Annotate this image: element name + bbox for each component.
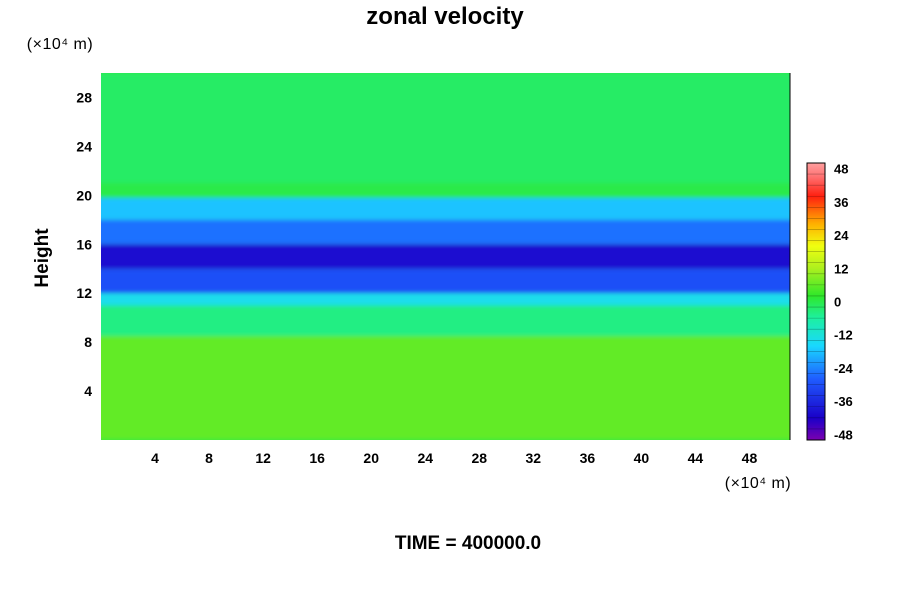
x-unit-label: (×10⁴ m) xyxy=(725,475,791,492)
x-tick-label: 32 xyxy=(526,450,542,466)
heatmap-bands xyxy=(101,73,790,440)
y-axis-label: Height xyxy=(32,228,53,288)
colorbar-tick-label: -36 xyxy=(834,394,853,409)
x-tick-label: 40 xyxy=(634,450,650,466)
x-tick-label: 4 xyxy=(151,450,159,466)
colorbar-level-lines xyxy=(807,173,825,430)
y-tick-label: 12 xyxy=(76,285,92,301)
colorbar-tick-label: 36 xyxy=(834,195,848,210)
colorbar-tick-label: -12 xyxy=(834,328,853,343)
colorbar-tick-label: 48 xyxy=(834,162,848,177)
heatmap-band-8 xyxy=(101,73,790,184)
heatmap-band-0 xyxy=(101,336,790,440)
y-unit-label: (×10⁴ m) xyxy=(27,36,93,53)
colorbar-tick-label: 0 xyxy=(834,295,841,310)
y-tick-label: 24 xyxy=(76,138,92,154)
colorbar xyxy=(806,162,826,441)
x-tick-label: 12 xyxy=(255,450,271,466)
x-tick-label: 8 xyxy=(205,450,213,466)
x-tick-label: 28 xyxy=(471,450,487,466)
x-tick-label: 24 xyxy=(417,450,433,466)
heatmap-band-6 xyxy=(101,197,790,220)
x-tick-label: 16 xyxy=(309,450,325,466)
heatmap-band-4 xyxy=(101,244,790,269)
heatmap-band-7 xyxy=(101,183,790,198)
colorbar-tick-labels: 48 36 24 12 0 -12 -24 -36 -48 xyxy=(834,162,854,443)
y-tick-label: 28 xyxy=(76,89,92,105)
x-tick-label: 48 xyxy=(742,450,758,466)
colorbar-tick-label: -48 xyxy=(834,427,853,442)
heatmap-band-1 xyxy=(101,305,790,337)
heatmap-band-3 xyxy=(101,268,790,294)
y-tick-label: 16 xyxy=(76,236,92,252)
y-tick-label: 20 xyxy=(76,187,92,203)
x-tick-label: 20 xyxy=(363,450,379,466)
heatmap-band-5 xyxy=(101,219,790,245)
chart-title: zonal velocity xyxy=(366,3,524,30)
colorbar-tick-label: 24 xyxy=(834,228,849,243)
colorbar-tick-label: -24 xyxy=(834,361,854,376)
heatmap-field xyxy=(101,73,790,440)
y-tick-labels: 4 8 12 16 20 24 28 xyxy=(76,89,92,399)
x-tick-labels: 4 8 12 16 20 24 28 32 36 40 44 48 xyxy=(151,450,757,466)
y-tick-label: 8 xyxy=(84,334,92,350)
heatmap-band-2 xyxy=(101,293,790,306)
x-tick-label: 36 xyxy=(580,450,596,466)
colorbar-tick-label: 12 xyxy=(834,261,848,276)
x-tick-label: 44 xyxy=(688,450,704,466)
y-tick-label: 4 xyxy=(84,383,92,399)
time-footer: TIME = 400000.0 xyxy=(395,533,541,554)
